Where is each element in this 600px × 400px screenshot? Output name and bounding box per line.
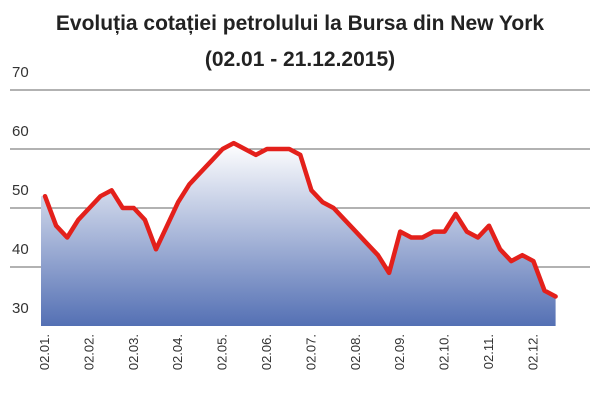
x-tick-label: 02.01. <box>37 334 52 370</box>
x-tick-label: 02.05. <box>215 334 230 370</box>
y-tick-label: 70 <box>12 64 29 81</box>
x-tick-label: 02.02. <box>81 334 96 370</box>
line <box>42 140 558 299</box>
chart-subtitle: (02.01 - 21.12.2015) <box>205 48 395 71</box>
x-tick-label: 02.07. <box>303 334 318 370</box>
area <box>41 143 556 326</box>
x-tick-label: 02.06. <box>259 334 274 370</box>
x-tick-label: 02.12. <box>525 334 540 370</box>
x-tick-label: 02.04. <box>170 334 185 370</box>
chart-title: Evoluția cotației petrolului la Bursa di… <box>56 12 544 35</box>
y-tick-label: 50 <box>12 182 29 199</box>
y-tick-label: 40 <box>12 241 29 258</box>
y-tick-label: 60 <box>12 123 29 140</box>
x-tick-label: 02.10. <box>437 334 452 370</box>
x-tick-label: 02.08. <box>348 334 363 370</box>
y-tick-label: 30 <box>12 300 29 317</box>
x-tick-label: 02.09. <box>392 334 407 370</box>
x-tick-label: 02.03. <box>126 334 141 370</box>
x-tick-label: 02.11. <box>481 334 496 369</box>
